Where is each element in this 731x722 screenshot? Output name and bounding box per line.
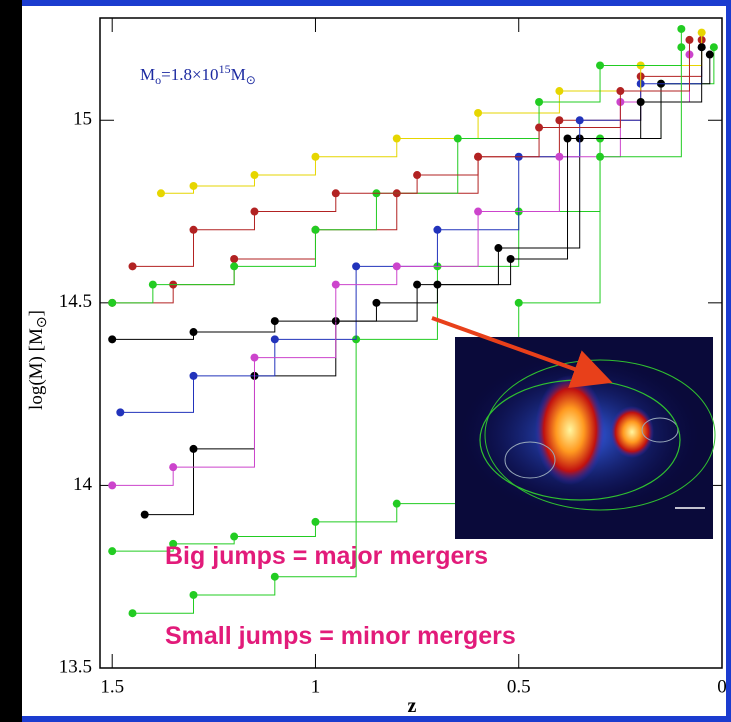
data-point [190, 328, 198, 336]
data-point [474, 109, 482, 117]
data-point [271, 335, 279, 343]
x-tick-label: 0 [717, 676, 727, 697]
data-point [271, 317, 279, 325]
data-point [157, 189, 165, 197]
data-point [141, 511, 149, 519]
data-point [116, 408, 124, 416]
data-point [507, 255, 515, 263]
data-point [616, 87, 624, 95]
data-point [413, 281, 421, 289]
data-point [190, 226, 198, 234]
data-point [474, 153, 482, 161]
data-point [230, 533, 238, 541]
inset-image [455, 337, 715, 539]
data-point [555, 87, 563, 95]
data-point [332, 189, 340, 197]
x-axis-label: z [408, 695, 417, 717]
note: Big jumps = major mergers [165, 542, 488, 570]
data-point [393, 500, 401, 508]
y-tick-label: 13.5 [59, 656, 92, 677]
data-point [637, 98, 645, 106]
data-point [677, 25, 685, 33]
data-point [698, 29, 706, 37]
data-point [311, 226, 319, 234]
data-point [677, 43, 685, 51]
data-point [311, 153, 319, 161]
data-point [555, 116, 563, 124]
data-point [271, 573, 279, 581]
data-point [250, 171, 258, 179]
data-point [169, 463, 177, 471]
data-point [576, 116, 584, 124]
data-point [393, 262, 401, 270]
data-point [433, 226, 441, 234]
data-point [535, 124, 543, 132]
data-point [250, 354, 258, 362]
data-point [474, 208, 482, 216]
data-point [393, 135, 401, 143]
y-tick-label: 15 [73, 109, 92, 130]
x-tick-label: 1.5 [100, 676, 124, 697]
data-point [108, 481, 116, 489]
data-point [230, 255, 238, 263]
data-point [706, 51, 714, 59]
data-point [515, 299, 523, 307]
left-strip [0, 0, 22, 722]
data-point [564, 135, 572, 143]
data-point [433, 281, 441, 289]
data-point [108, 335, 116, 343]
data-point [596, 61, 604, 69]
data-point [332, 281, 340, 289]
data-point [372, 299, 380, 307]
data-point [190, 372, 198, 380]
data-point [129, 262, 137, 270]
data-point [596, 153, 604, 161]
data-point [230, 262, 238, 270]
data-point [190, 182, 198, 190]
data-point [190, 445, 198, 453]
data-point [129, 609, 137, 617]
data-point [494, 244, 502, 252]
note: Small jumps = minor mergers [165, 622, 516, 650]
data-point [710, 43, 718, 51]
chart: Mo=1.8×1015M⊙ log(M) [M⊙] z Big jumps = … [0, 0, 731, 722]
y-tick-label: 14 [73, 474, 93, 495]
data-point [190, 591, 198, 599]
y-tick-label: 14.5 [59, 291, 92, 312]
data-point [454, 135, 462, 143]
data-point [685, 36, 693, 44]
data-point [555, 153, 563, 161]
data-point [413, 171, 421, 179]
data-point [698, 43, 706, 51]
data-point [311, 518, 319, 526]
data-point [108, 299, 116, 307]
data-point [352, 262, 360, 270]
data-point [149, 281, 157, 289]
data-point [108, 547, 116, 555]
data-point [535, 98, 543, 106]
x-tick-label: 0.5 [507, 676, 531, 697]
x-tick-label: 1 [311, 676, 321, 697]
data-point [250, 208, 258, 216]
